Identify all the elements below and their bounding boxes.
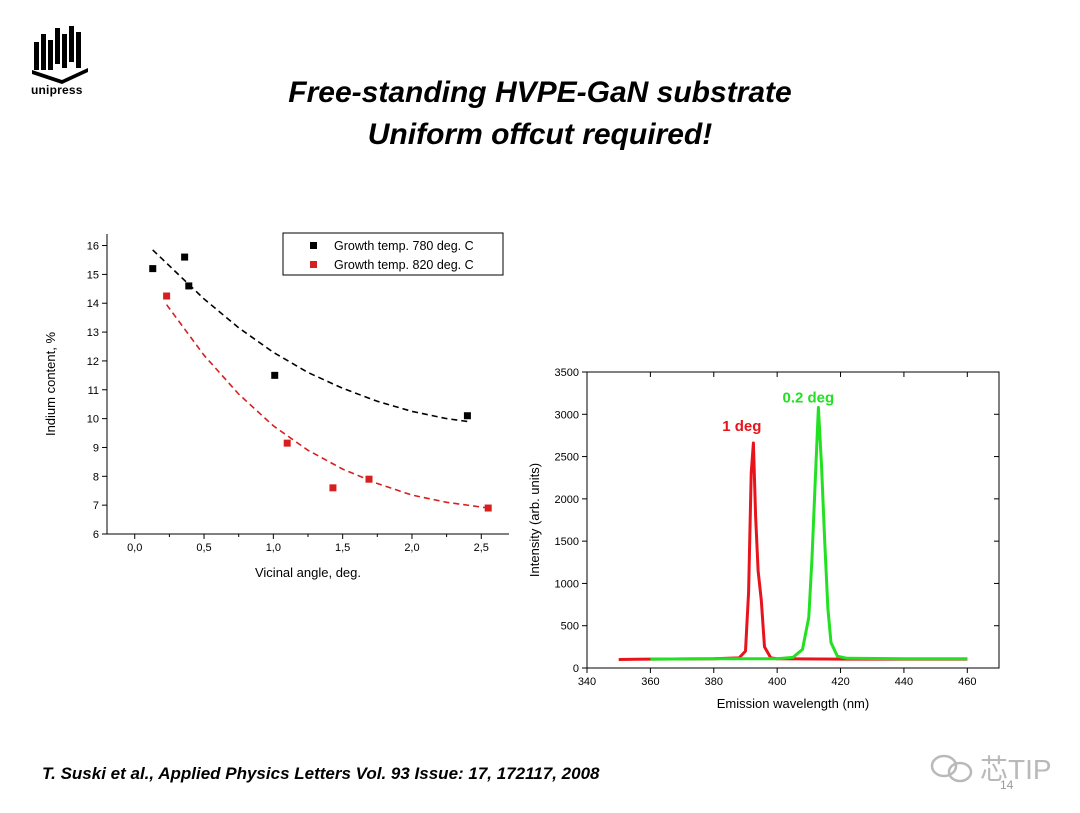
plot-frame — [586, 371, 1000, 669]
data-point — [149, 265, 157, 273]
legend-marker — [310, 242, 317, 249]
y-tick-label: 6 — [93, 529, 99, 541]
x-axis-label: Emission wavelength (nm) — [717, 696, 869, 711]
citation: T. Suski et al., Applied Physics Letters… — [42, 764, 600, 783]
legend-entry: Growth temp. 780 deg. C — [334, 239, 474, 253]
x-tick-label: 440 — [895, 676, 913, 688]
x-tick-label: 340 — [578, 676, 596, 688]
x-tick-label: 460 — [958, 676, 976, 688]
x-tick-label: 2,5 — [474, 542, 489, 554]
x-tick-label: 420 — [831, 676, 849, 688]
y-tick-label: 12 — [87, 356, 99, 368]
y-tick-label: 500 — [561, 621, 579, 633]
y-tick-label: 3000 — [555, 409, 579, 421]
unipress-logo — [32, 26, 88, 84]
y-axis-label: Intensity (arb. units) — [527, 463, 542, 577]
x-tick-label: 0,0 — [127, 542, 142, 554]
x-tick-label: 380 — [705, 676, 723, 688]
legend-entry: Growth temp. 820 deg. C — [334, 258, 474, 272]
spectrum-line-1 — [618, 441, 968, 661]
logo-text: unipress — [31, 83, 83, 97]
legend-box — [282, 232, 504, 276]
fit-curve-1 — [152, 249, 468, 423]
data-point — [484, 504, 492, 512]
y-tick-label: 1500 — [555, 536, 579, 548]
data-point — [329, 484, 337, 492]
data-point — [271, 371, 279, 379]
y-tick-label: 14 — [87, 298, 99, 310]
y-axis-label: Indium content, % — [43, 332, 58, 436]
watermark-text: 芯TIP — [980, 754, 1052, 785]
y-tick-label: 0 — [573, 663, 579, 675]
y-tick-label: 15 — [87, 269, 99, 281]
x-tick-label: 400 — [768, 676, 786, 688]
x-tick-label: 0,5 — [196, 542, 211, 554]
y-tick-label: 10 — [87, 414, 99, 426]
y-tick-label: 7 — [93, 500, 99, 512]
x-tick-label: 1,0 — [266, 542, 281, 554]
spectrum-line-2 — [650, 406, 968, 661]
y-tick-label: 2000 — [555, 494, 579, 506]
y-tick-label: 8 — [93, 471, 99, 483]
data-point — [463, 412, 471, 420]
wechat-icon — [930, 754, 973, 783]
y-tick-label: 11 — [88, 385, 99, 397]
slide-title-line2: Uniform offcut required! — [367, 118, 713, 151]
y-tick-label: 2500 — [555, 452, 579, 464]
data-point — [365, 475, 373, 483]
fit-curve-2 — [165, 304, 489, 509]
x-axis-label: Vicinal angle, deg. — [255, 565, 361, 580]
x-tick-label: 360 — [641, 676, 659, 688]
y-tick-label: 9 — [93, 442, 99, 454]
y-tick-label: 3500 — [555, 367, 579, 379]
data-point — [185, 282, 193, 290]
x-tick-label: 2,0 — [404, 542, 419, 554]
peak-annotation: 1 deg — [722, 418, 761, 435]
data-point — [181, 253, 189, 261]
y-tick-label: 16 — [87, 241, 99, 253]
slide-title-line1: Free-standing HVPE-GaN substrate — [288, 76, 792, 109]
legend-marker — [310, 261, 317, 268]
y-tick-label: 13 — [87, 327, 99, 339]
data-point — [283, 439, 291, 447]
data-point — [163, 292, 171, 300]
x-tick-label: 1,5 — [335, 542, 350, 554]
peak-annotation: 0.2 deg — [783, 389, 835, 406]
y-tick-label: 1000 — [555, 578, 579, 590]
page-number: 14 — [1000, 778, 1014, 792]
